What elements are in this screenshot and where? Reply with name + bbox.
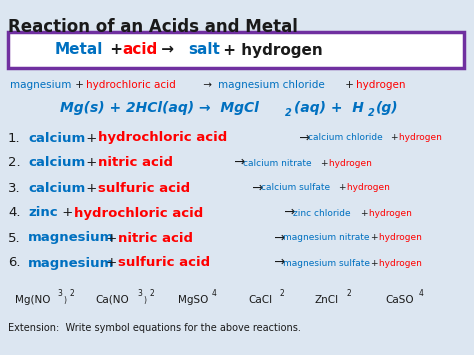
Text: 4.: 4. — [8, 207, 20, 219]
FancyBboxPatch shape — [8, 32, 464, 68]
Text: hydrogen: hydrogen — [344, 184, 390, 192]
Text: calcium chloride: calcium chloride — [308, 133, 383, 142]
Text: Mg(s) + 2HCl(aq) →  MgCl: Mg(s) + 2HCl(aq) → MgCl — [60, 101, 259, 115]
Text: 2: 2 — [347, 289, 352, 299]
Text: magnesium: magnesium — [28, 231, 114, 245]
Text: hydrogen: hydrogen — [356, 80, 405, 90]
Text: Ca(NO: Ca(NO — [95, 295, 129, 305]
Text: 4: 4 — [419, 289, 424, 299]
Text: +: + — [82, 131, 101, 144]
Text: hydrochloric acid: hydrochloric acid — [74, 207, 203, 219]
Text: 3.: 3. — [8, 181, 21, 195]
Text: +: + — [105, 43, 128, 58]
Text: 2: 2 — [280, 289, 285, 299]
Text: + hydrogen: + hydrogen — [218, 43, 323, 58]
Text: →: → — [295, 131, 310, 144]
Text: 2: 2 — [70, 289, 75, 299]
Text: hydrogen: hydrogen — [376, 234, 422, 242]
Text: +: + — [102, 231, 121, 245]
Text: magnesium: magnesium — [10, 80, 72, 90]
Text: sulfuric acid: sulfuric acid — [118, 257, 210, 269]
Text: +: + — [370, 234, 377, 242]
Text: hydrogen: hydrogen — [376, 258, 422, 268]
Text: 5.: 5. — [8, 231, 21, 245]
Text: CaSO: CaSO — [385, 295, 414, 305]
Text: 6.: 6. — [8, 257, 20, 269]
Text: Reaction of an Acids and Metal: Reaction of an Acids and Metal — [8, 18, 298, 36]
Text: 2: 2 — [285, 108, 292, 118]
Text: Mg(NO: Mg(NO — [15, 295, 51, 305]
Text: +: + — [338, 184, 346, 192]
Text: hydrochloric acid: hydrochloric acid — [98, 131, 227, 144]
Text: +: + — [370, 258, 377, 268]
Text: +: + — [360, 208, 367, 218]
Text: →: → — [156, 43, 179, 58]
Text: (aq) +  H: (aq) + H — [294, 101, 364, 115]
Text: sulfuric acid: sulfuric acid — [98, 181, 190, 195]
Text: →: → — [270, 257, 285, 269]
Text: →: → — [280, 207, 295, 219]
Text: calcium nitrate: calcium nitrate — [243, 158, 311, 168]
Text: Extension:  Write symbol equations for the above reactions.: Extension: Write symbol equations for th… — [8, 323, 301, 333]
Text: +: + — [102, 257, 121, 269]
Text: 2: 2 — [368, 108, 375, 118]
Text: calcium: calcium — [28, 131, 85, 144]
Text: salt: salt — [188, 43, 220, 58]
Text: hydrogen: hydrogen — [366, 208, 412, 218]
Text: →: → — [200, 80, 215, 90]
Text: 3: 3 — [137, 289, 142, 299]
Text: +: + — [58, 207, 78, 219]
Text: →: → — [270, 231, 285, 245]
Text: Metal: Metal — [55, 43, 103, 58]
Text: +: + — [72, 80, 87, 90]
Text: magnesium sulfate: magnesium sulfate — [283, 258, 370, 268]
Text: nitric acid: nitric acid — [98, 157, 173, 169]
Text: calcium sulfate: calcium sulfate — [261, 184, 330, 192]
Text: +: + — [320, 158, 328, 168]
Text: calcium: calcium — [28, 157, 85, 169]
Text: 3: 3 — [57, 289, 62, 299]
Text: 1.: 1. — [8, 131, 21, 144]
Text: magnesium: magnesium — [28, 257, 114, 269]
Text: zinc chloride: zinc chloride — [293, 208, 351, 218]
Text: +: + — [390, 133, 398, 142]
Text: ): ) — [63, 295, 66, 305]
Text: MgSO: MgSO — [178, 295, 209, 305]
Text: →: → — [248, 181, 264, 195]
Text: 2.: 2. — [8, 157, 21, 169]
Text: hydrogen: hydrogen — [326, 158, 372, 168]
Text: (g): (g) — [376, 101, 399, 115]
Text: nitric acid: nitric acid — [118, 231, 193, 245]
Text: CaCl: CaCl — [248, 295, 272, 305]
Text: hydrogen: hydrogen — [396, 133, 442, 142]
Text: magnesium chloride: magnesium chloride — [218, 80, 325, 90]
Text: ): ) — [143, 295, 146, 305]
Text: 4: 4 — [212, 289, 217, 299]
Text: +: + — [82, 181, 101, 195]
Text: calcium: calcium — [28, 181, 85, 195]
Text: zinc: zinc — [28, 207, 58, 219]
Text: 2: 2 — [150, 289, 155, 299]
Text: +: + — [82, 157, 101, 169]
Text: hydrochloric acid: hydrochloric acid — [86, 80, 176, 90]
Text: magnesium nitrate: magnesium nitrate — [283, 234, 370, 242]
Text: →: → — [230, 157, 246, 169]
Text: ZnCl: ZnCl — [315, 295, 339, 305]
Text: acid: acid — [122, 43, 157, 58]
Text: +: + — [342, 80, 357, 90]
